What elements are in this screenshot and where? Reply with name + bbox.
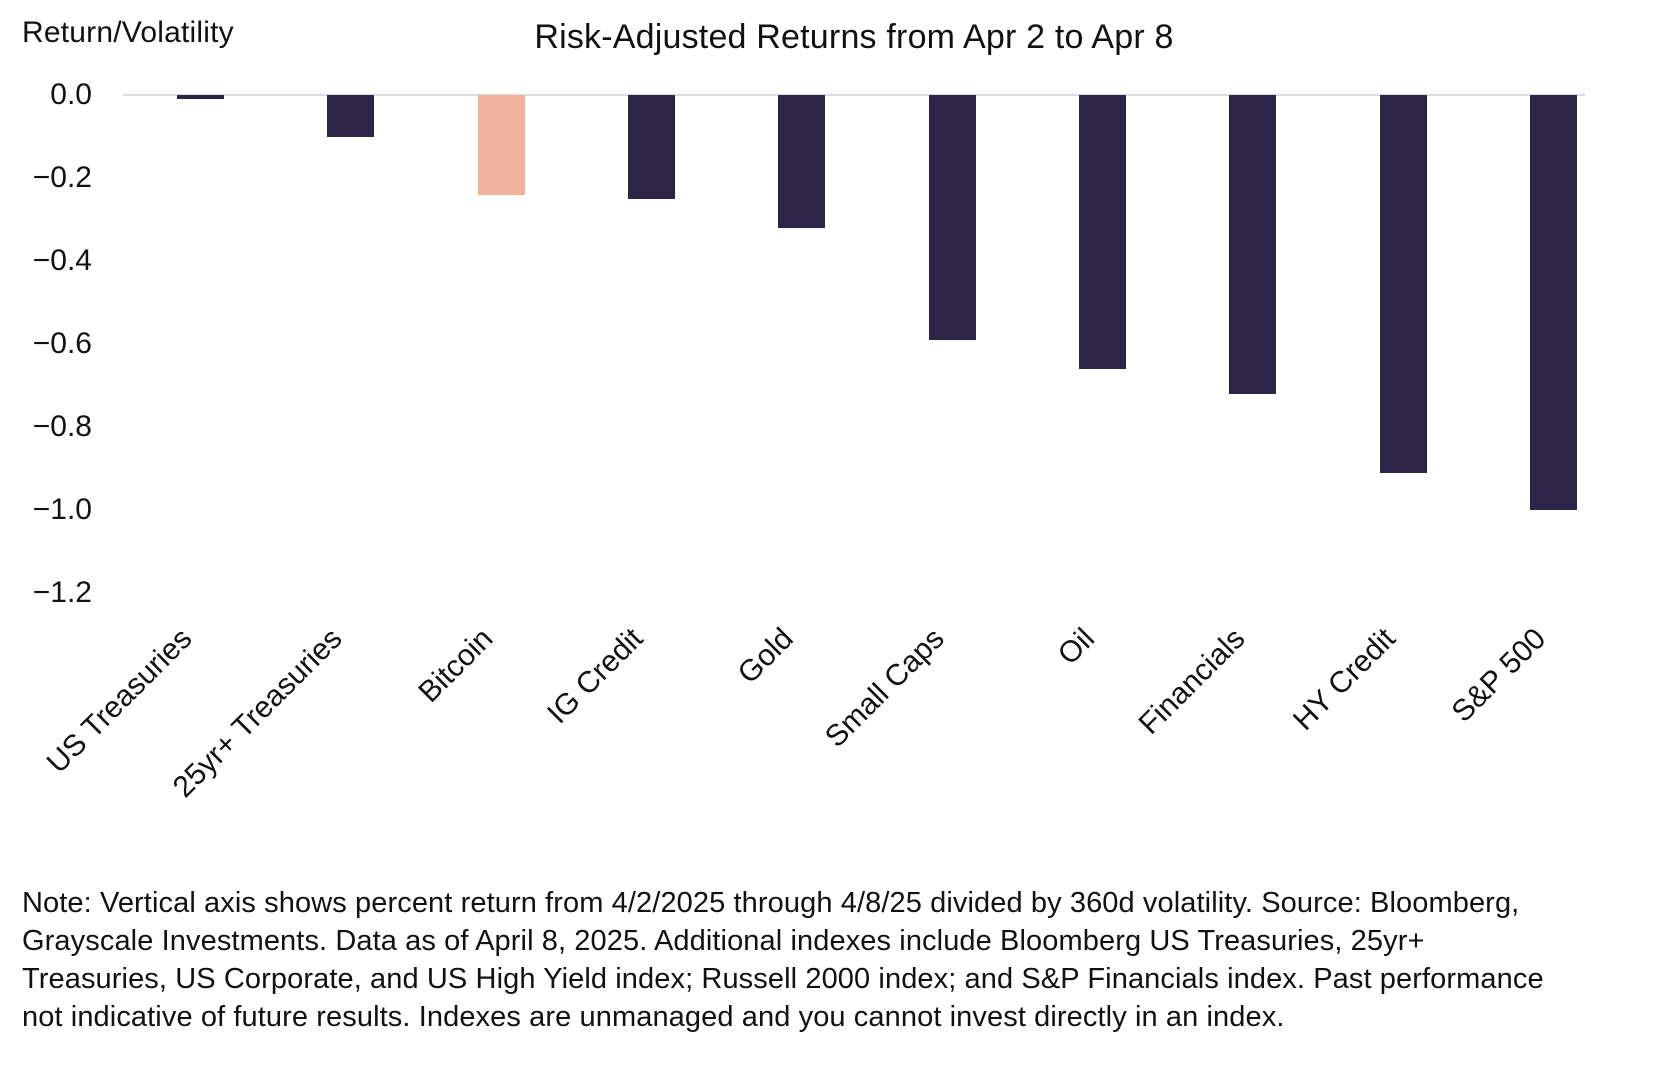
- bar-ig-credit: [627, 95, 675, 199]
- x-category-label: Gold: [731, 622, 801, 691]
- y-axis-title: Return/Volatility: [22, 16, 234, 49]
- x-category-label: S&P 500: [1445, 622, 1552, 729]
- x-category-label: IG Credit: [541, 622, 650, 731]
- bar-financials: [1229, 95, 1277, 394]
- x-category-label: Bitcoin: [412, 622, 500, 710]
- y-tick-label: −1.0: [32, 493, 92, 526]
- bar-oil: [1078, 95, 1126, 369]
- bar-chart-plot-area: 0.0 −0.2 −0.4 −0.6 −0.8 −1.0 −1.2 US Treasuries…: [32, 78, 1585, 804]
- y-tick-label: −0.8: [32, 410, 92, 443]
- bar-hy-credit: [1379, 95, 1427, 473]
- y-tick-label: 0.0: [50, 78, 92, 111]
- x-category-label: Oil: [1051, 622, 1101, 672]
- zero-baseline: [123, 94, 1585, 96]
- x-category-label: Financials: [1132, 622, 1252, 741]
- x-category-label: Small Caps: [818, 622, 951, 754]
- x-category-label: HY Credit: [1286, 622, 1402, 737]
- y-tick-label: −0.2: [32, 161, 92, 194]
- y-tick-label: −1.2: [32, 576, 92, 609]
- bar-25yr-treasuries: [327, 95, 375, 137]
- bar-small-caps: [928, 95, 976, 340]
- y-tick-label: −0.6: [32, 327, 92, 360]
- footnote-text: Note: Vertical axis shows percent return…: [22, 887, 1544, 1033]
- bar-us-treasuries: [176, 95, 224, 99]
- y-tick-label: −0.4: [32, 244, 92, 277]
- bar-s-p-500: [1529, 95, 1577, 510]
- bar-gold: [778, 95, 826, 228]
- bar-bitcoin: [477, 95, 525, 195]
- chart-title: Risk-Adjusted Returns from Apr 2 to Apr …: [534, 18, 1174, 56]
- x-category-label: US Treasuries: [40, 622, 199, 780]
